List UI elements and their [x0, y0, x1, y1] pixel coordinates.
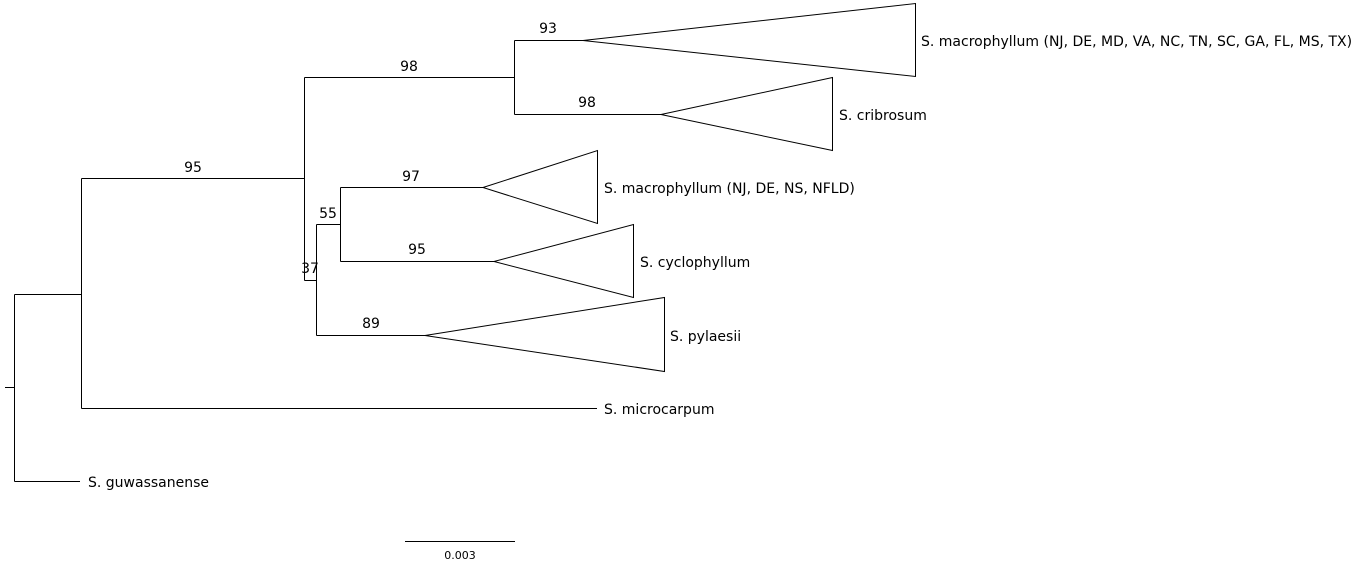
support-value-macro-cribro-clade: 98 [400, 59, 418, 75]
taxon-label-cribrosum: S. cribrosum [839, 108, 927, 124]
collapsed-clade-pylaesii [424, 296, 665, 373]
collapsed-clade-macrophyllum-north [481, 149, 598, 225]
taxon-label-cyclophyllum: S. cyclophyllum [640, 255, 750, 271]
support-value-cyclophyllum: 95 [408, 242, 426, 258]
taxon-label-guwassanense: S. guwassanense [88, 475, 209, 491]
collapsed-clade-macrophyllum-south [582, 2, 916, 78]
taxon-label-macrophyllum-north: S. macrophyllum (NJ, DE, NS, NFLD) [604, 181, 855, 197]
support-value-lower-clade: 37 [301, 261, 319, 277]
taxon-label-microcarpum: S. microcarpum [604, 402, 714, 418]
collapsed-clade-cribrosum [660, 76, 833, 152]
scale-bar-label: 0.003 [444, 549, 476, 561]
support-value-cribrosum: 98 [578, 95, 596, 111]
support-value-pylaesii: 89 [362, 316, 380, 332]
support-value-macrophyllum-south: 93 [539, 21, 557, 37]
taxon-label-pylaesii: S. pylaesii [670, 329, 741, 345]
support-value-north-cyclo-clade: 55 [319, 206, 337, 222]
taxon-label-macrophyllum-south: S. macrophyllum (NJ, DE, MD, VA, NC, TN,… [921, 34, 1352, 50]
support-value-ingroup-clade: 95 [184, 160, 202, 176]
collapsed-clade-cyclophyllum [492, 223, 634, 299]
support-value-macrophyllum-north: 97 [402, 169, 420, 185]
